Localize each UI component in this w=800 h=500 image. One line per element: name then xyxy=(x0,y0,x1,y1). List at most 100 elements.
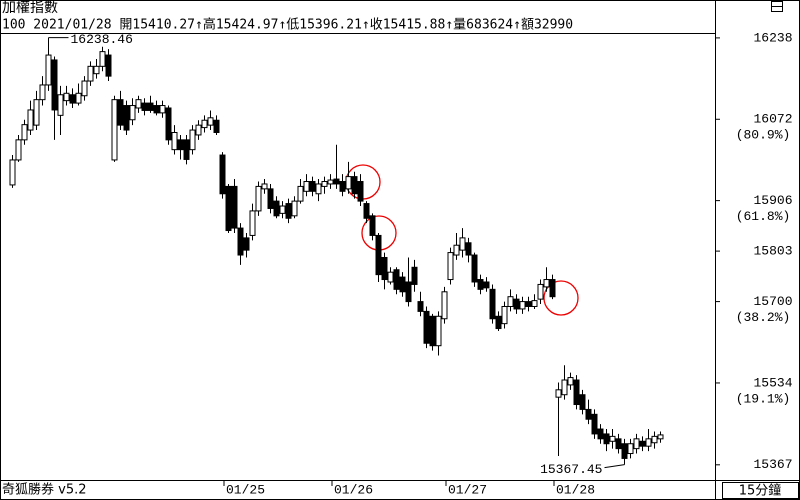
candle-body xyxy=(111,99,118,161)
chart-title: 加權指數 xyxy=(2,0,58,16)
interval-box[interactable] xyxy=(722,482,799,499)
candle-body xyxy=(345,176,352,190)
candle-body xyxy=(183,139,190,160)
y-tick-label: 15906 xyxy=(753,193,792,208)
candle-body xyxy=(411,266,418,285)
fib-label: (38.2%) xyxy=(736,310,791,325)
candle-body xyxy=(567,377,574,386)
candle-body xyxy=(231,185,238,229)
candle-body xyxy=(219,154,226,195)
candle-body xyxy=(267,188,274,209)
candle-body xyxy=(315,183,322,195)
candle-body xyxy=(363,203,370,219)
candle-body xyxy=(105,54,112,77)
software-label: 奇狐勝券 v5.2 xyxy=(2,482,87,498)
candle-body xyxy=(123,105,130,131)
fib-label: (61.8%) xyxy=(736,209,791,224)
interval-label[interactable]: 15分鐘 xyxy=(739,483,782,499)
candle-body xyxy=(519,301,526,310)
candle-body xyxy=(471,254,478,283)
candle-body xyxy=(351,176,358,195)
candle-body xyxy=(165,107,172,141)
candle-body xyxy=(387,271,394,283)
candle-body xyxy=(459,237,466,251)
candle-body xyxy=(297,185,304,202)
y-tick-label: 15700 xyxy=(753,294,792,309)
candle-body xyxy=(561,379,568,396)
candle-body xyxy=(447,252,454,281)
candle-body xyxy=(381,256,388,281)
candle-body xyxy=(153,105,160,114)
candle-body xyxy=(405,281,412,303)
candle-body xyxy=(273,200,280,217)
candle-body xyxy=(525,301,532,307)
candle-body xyxy=(615,438,622,450)
annotation-label: 15367.45 xyxy=(540,462,602,477)
annotation-leader xyxy=(604,464,625,469)
candle-body xyxy=(645,438,652,447)
candle-body xyxy=(159,105,166,114)
candle-body xyxy=(285,203,292,219)
candle-body xyxy=(141,102,148,111)
candle-body xyxy=(213,119,220,133)
candle-body xyxy=(243,237,250,251)
x-tick-label: 01/25 xyxy=(226,482,265,497)
candle-body xyxy=(171,131,178,151)
candle-body xyxy=(399,276,406,293)
candle-body xyxy=(417,301,424,312)
candle-body xyxy=(225,185,232,232)
x-tick-label: 01/27 xyxy=(448,482,487,497)
candle-body xyxy=(291,200,298,217)
candle-body xyxy=(339,181,346,192)
candle-body xyxy=(195,124,202,136)
candle-body xyxy=(435,315,442,347)
candle-body xyxy=(465,242,472,256)
candle-body xyxy=(657,434,664,440)
candle-body xyxy=(441,291,448,320)
candle-body xyxy=(639,440,646,447)
candle-body xyxy=(303,181,310,192)
candle-body xyxy=(531,300,538,307)
candle-body xyxy=(69,94,76,104)
candle-body xyxy=(75,92,82,104)
candle-body xyxy=(651,435,658,444)
candle-body xyxy=(255,185,262,212)
candle-body xyxy=(573,379,580,406)
candle-body xyxy=(249,210,256,236)
candle-body xyxy=(579,394,586,410)
fib-label: (19.1%) xyxy=(736,391,791,406)
y-tick-label: 16072 xyxy=(753,112,792,127)
candle-body xyxy=(393,269,400,290)
candle-body xyxy=(81,80,88,97)
candle-body xyxy=(201,119,208,129)
candle-body xyxy=(87,65,94,82)
y-tick-label: 15534 xyxy=(753,375,792,390)
candle-body xyxy=(555,389,562,398)
candle-body xyxy=(135,99,142,109)
candle-body xyxy=(633,438,640,450)
candle-body xyxy=(321,181,328,187)
candle-body xyxy=(489,288,496,320)
candle-body xyxy=(591,413,598,435)
candle-body xyxy=(609,435,616,442)
candle-body xyxy=(627,443,634,455)
candle-body xyxy=(327,179,334,185)
fib-label: (80.9%) xyxy=(736,128,791,143)
candle-body xyxy=(603,433,610,445)
candle-body xyxy=(333,178,340,185)
candle-body xyxy=(621,443,628,459)
quote-line: 100 2021/01/28 開15410.27↑高15424.97↑低1539… xyxy=(2,17,573,33)
candle-body xyxy=(543,279,550,288)
candle-body xyxy=(369,215,376,236)
highlight-circle xyxy=(543,280,579,316)
candle-body xyxy=(309,181,316,192)
candle-body xyxy=(483,281,490,289)
candle-body xyxy=(429,315,436,347)
candle-body xyxy=(501,305,508,325)
candle-body xyxy=(39,84,46,101)
candle-body xyxy=(279,205,286,214)
candle-body xyxy=(357,181,364,202)
candle-body xyxy=(117,99,124,126)
